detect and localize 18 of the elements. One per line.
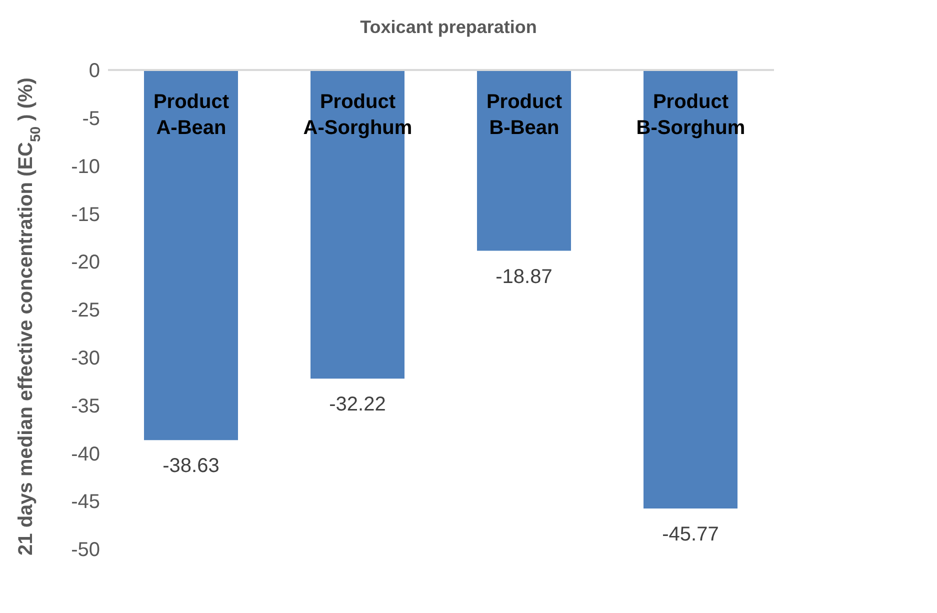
y-tick-label: -40 <box>71 443 100 466</box>
y-tick-label: -50 <box>71 539 100 562</box>
y-tick-label: -25 <box>71 300 100 322</box>
y-tick-label: -20 <box>71 252 100 274</box>
data-label: -38.63 <box>162 455 220 478</box>
y-tick-label: -10 <box>71 156 100 178</box>
y-tick-label: 0 <box>88 60 100 82</box>
data-label: -45.77 <box>662 523 719 546</box>
x-tick-label: Product B-Bean <box>486 91 562 139</box>
y-tick-label: -5 <box>82 108 100 130</box>
y-tick-label: -15 <box>71 204 100 226</box>
data-label: -18.87 <box>496 266 552 288</box>
x-tick-label: Product A-Bean <box>153 91 230 139</box>
chart-title: Toxicant preparation <box>360 17 537 37</box>
y-tick-label: -45 <box>71 491 100 514</box>
y-tick-label: -30 <box>71 348 100 370</box>
y-tick-label: -35 <box>71 395 100 418</box>
data-label: -32.22 <box>329 394 386 416</box>
